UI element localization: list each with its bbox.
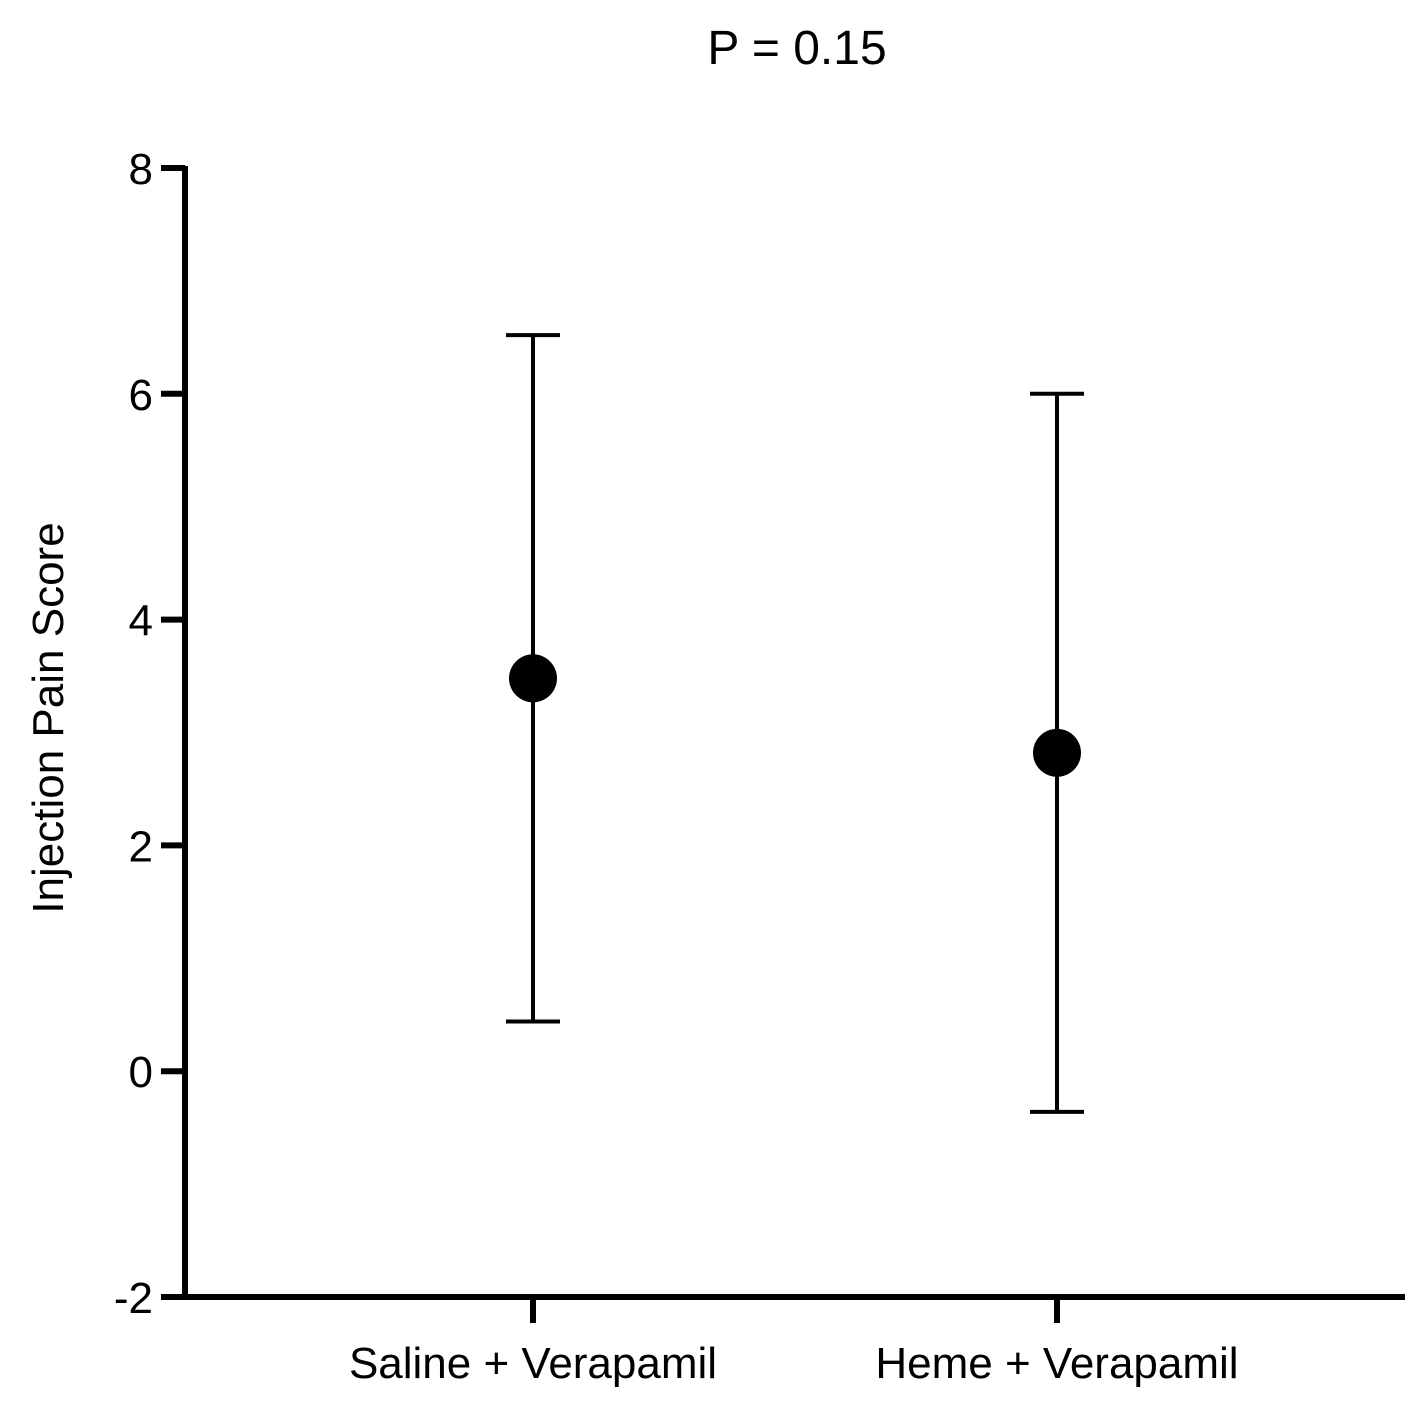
y-tick-label: 6 bbox=[129, 371, 153, 420]
tick-marks: -2 0 2 4 6 8 Saline + Verapamil Heme + Verapami… bbox=[114, 145, 1239, 1388]
y-tick-label: -2 bbox=[114, 1274, 153, 1323]
y-tick-label: 2 bbox=[129, 822, 153, 871]
y-axis-label: Injection Pain Score bbox=[24, 522, 73, 913]
x-tick-label: Saline + Verapamil bbox=[349, 1339, 717, 1388]
y-tick-label: 0 bbox=[129, 1048, 153, 1097]
y-tick-label: 4 bbox=[129, 597, 153, 646]
data-point bbox=[1033, 728, 1081, 777]
chart-title: P = 0.15 bbox=[707, 22, 886, 75]
data-point bbox=[509, 654, 557, 703]
y-tick-label: 8 bbox=[129, 145, 153, 194]
error-bars bbox=[506, 333, 1084, 1114]
data-points bbox=[509, 654, 1081, 777]
x-tick-label: Heme + Verapamil bbox=[875, 1339, 1238, 1388]
axes bbox=[182, 166, 1405, 1300]
